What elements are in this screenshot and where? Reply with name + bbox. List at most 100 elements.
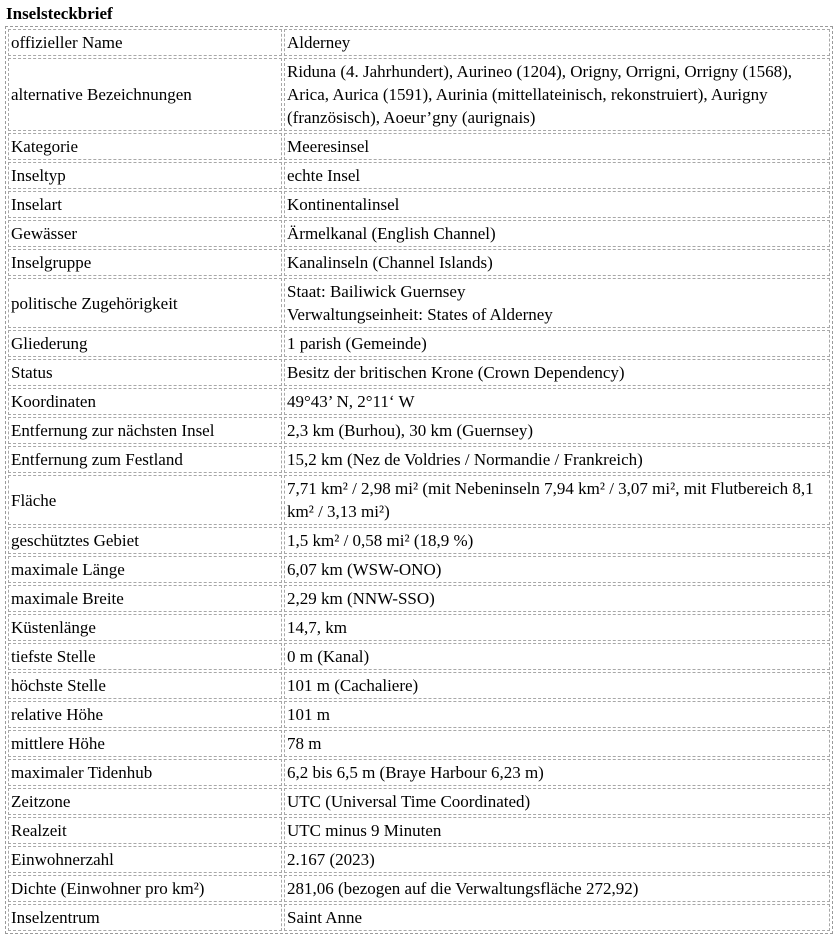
row-label: alternative Bezeichnungen <box>8 58 282 131</box>
row-value: 0 m (Kanal) <box>284 643 830 670</box>
table-row: höchste Stelle 101 m (Cachaliere) <box>8 672 830 699</box>
row-value: 7,71 km² / 2,98 mi² (mit Nebeninseln 7,9… <box>284 475 830 525</box>
table-row: maximale Breite 2,29 km (NNW-SSO) <box>8 585 830 612</box>
row-label: Koordinaten <box>8 388 282 415</box>
row-value: 78 m <box>284 730 830 757</box>
row-value: 14,7, km <box>284 614 830 641</box>
value-line: 78 m <box>287 734 322 753</box>
row-label: höchste Stelle <box>8 672 282 699</box>
value-line: Besitz der britischen Krone (Crown Depen… <box>287 363 625 382</box>
value-line: 0 m (Kanal) <box>287 647 370 666</box>
table-row: Realzeit UTC minus 9 Minuten <box>8 817 830 844</box>
value-line: Alderney <box>287 33 351 52</box>
value-line: 49°43’ N, 2°11‘ W <box>287 392 415 411</box>
table-row: politische Zugehörigkeit Staat: Bailiwick… <box>8 278 830 328</box>
table-caption: Inselsteckbrief <box>6 4 113 23</box>
row-label: Inseltyp <box>8 162 282 189</box>
value-line: 6,07 km (WSW-ONO) <box>287 560 442 579</box>
row-value: 6,07 km (WSW-ONO) <box>284 556 830 583</box>
row-value: UTC (Universal Time Coordinated) <box>284 788 830 815</box>
value-line: UTC minus 9 Minuten <box>287 821 442 840</box>
row-value: 1 parish (Gemeinde) <box>284 330 830 357</box>
row-label: maximale Länge <box>8 556 282 583</box>
row-value: Riduna (4. Jahrhundert), Aurineo (1204),… <box>284 58 830 131</box>
table-row: Küstenlänge 14,7, km <box>8 614 830 641</box>
row-value: 15,2 km (Nez de Voldries / Normandie / F… <box>284 446 830 473</box>
value-line: Verwaltungseinheit: States of Alderney <box>287 305 553 324</box>
row-label: Gliederung <box>8 330 282 357</box>
table-row: Inselgruppe Kanalinseln (Channel Islands) <box>8 249 830 276</box>
row-label: Inselgruppe <box>8 249 282 276</box>
row-label: maximaler Tidenhub <box>8 759 282 786</box>
value-line: 7,71 km² / 2,98 mi² (mit Nebeninseln 7,9… <box>287 479 814 521</box>
table-row: alternative Bezeichnungen Riduna (4. Jahr… <box>8 58 830 131</box>
row-label: Inselart <box>8 191 282 218</box>
value-line: 281,06 (bezogen auf die Verwaltungsfläch… <box>287 879 639 898</box>
row-label: Küstenlänge <box>8 614 282 641</box>
row-label: Inselzentrum <box>8 904 282 931</box>
row-value: 101 m <box>284 701 830 728</box>
row-value: Saint Anne <box>284 904 830 931</box>
value-line: 14,7, km <box>287 618 347 637</box>
row-value: 6,2 bis 6,5 m (Braye Harbour 6,23 m) <box>284 759 830 786</box>
table-row: Inselzentrum Saint Anne <box>8 904 830 931</box>
value-line: Riduna (4. Jahrhundert), Aurineo (1204),… <box>287 62 793 127</box>
value-line: 2.167 (2023) <box>287 850 375 869</box>
table-row: offizieller Name Alderney <box>8 29 830 56</box>
row-value: 49°43’ N, 2°11‘ W <box>284 388 830 415</box>
row-label: Fläche <box>8 475 282 525</box>
row-value: 281,06 (bezogen auf die Verwaltungsfläch… <box>284 875 830 902</box>
value-line: 101 m (Cachaliere) <box>287 676 419 695</box>
row-label: Realzeit <box>8 817 282 844</box>
value-line: 2,29 km (NNW-SSO) <box>287 589 435 608</box>
table-row: geschütztes Gebiet 1,5 km² / 0,58 mi² (18… <box>8 527 830 554</box>
row-label: relative Höhe <box>8 701 282 728</box>
row-label: Entfernung zum Festland <box>8 446 282 473</box>
row-label: maximale Breite <box>8 585 282 612</box>
row-value: 1,5 km² / 0,58 mi² (18,9 %) <box>284 527 830 554</box>
value-line: 1 parish (Gemeinde) <box>287 334 427 353</box>
row-value: Besitz der britischen Krone (Crown Depen… <box>284 359 830 386</box>
value-line: Saint Anne <box>287 908 363 927</box>
table-row: Gewässer Ärmelkanal (English Channel) <box>8 220 830 247</box>
value-line: echte Insel <box>287 166 361 185</box>
table-row: maximaler Tidenhub 6,2 bis 6,5 m (Braye H… <box>8 759 830 786</box>
value-line: 6,2 bis 6,5 m (Braye Harbour 6,23 m) <box>287 763 544 782</box>
row-value: Kanalinseln (Channel Islands) <box>284 249 830 276</box>
row-value: echte Insel <box>284 162 830 189</box>
value-line: UTC (Universal Time Coordinated) <box>287 792 531 811</box>
table-row: maximale Länge 6,07 km (WSW-ONO) <box>8 556 830 583</box>
table-row: Entfernung zum Festland 15,2 km (Nez de V… <box>8 446 830 473</box>
row-label: Zeitzone <box>8 788 282 815</box>
row-value: Ärmelkanal (English Channel) <box>284 220 830 247</box>
row-label: Entfernung zur nächsten Insel <box>8 417 282 444</box>
table-row: mittlere Höhe 78 m <box>8 730 830 757</box>
row-value: Staat: Bailiwick Guernsey Verwaltungseinh… <box>284 278 830 328</box>
table-row: tiefste Stelle 0 m (Kanal) <box>8 643 830 670</box>
row-label: politische Zugehörigkeit <box>8 278 282 328</box>
table-row: Inselart Kontinentalinsel <box>8 191 830 218</box>
value-line: 101 m <box>287 705 330 724</box>
table-row: Status Besitz der britischen Krone (Crown… <box>8 359 830 386</box>
value-line: Staat: Bailiwick Guernsey <box>287 282 466 301</box>
row-label: Status <box>8 359 282 386</box>
row-value: Alderney <box>284 29 830 56</box>
value-line: Ärmelkanal (English Channel) <box>287 224 496 243</box>
table-row: Koordinaten 49°43’ N, 2°11‘ W <box>8 388 830 415</box>
row-value: UTC minus 9 Minuten <box>284 817 830 844</box>
value-line: Meeresinsel <box>287 137 370 156</box>
island-profile-table: offizieller Name Alderney alternative Beze… <box>5 26 833 934</box>
row-label: offizieller Name <box>8 29 282 56</box>
table-row: Inseltyp echte Insel <box>8 162 830 189</box>
table-row: Gliederung 1 parish (Gemeinde) <box>8 330 830 357</box>
table-row: Entfernung zur nächsten Insel 2,3 km (Bur… <box>8 417 830 444</box>
table-row: Dichte (Einwohner pro km²) 281,06 (bezoge… <box>8 875 830 902</box>
table-row: Fläche 7,71 km² / 2,98 mi² (mit Nebeninse… <box>8 475 830 525</box>
row-value: 2,29 km (NNW-SSO) <box>284 585 830 612</box>
row-label: Kategorie <box>8 133 282 160</box>
table-row: relative Höhe 101 m <box>8 701 830 728</box>
row-label: Dichte (Einwohner pro km²) <box>8 875 282 902</box>
value-line: 1,5 km² / 0,58 mi² (18,9 %) <box>287 531 474 550</box>
row-value: Meeresinsel <box>284 133 830 160</box>
value-line: Kanalinseln (Channel Islands) <box>287 253 493 272</box>
